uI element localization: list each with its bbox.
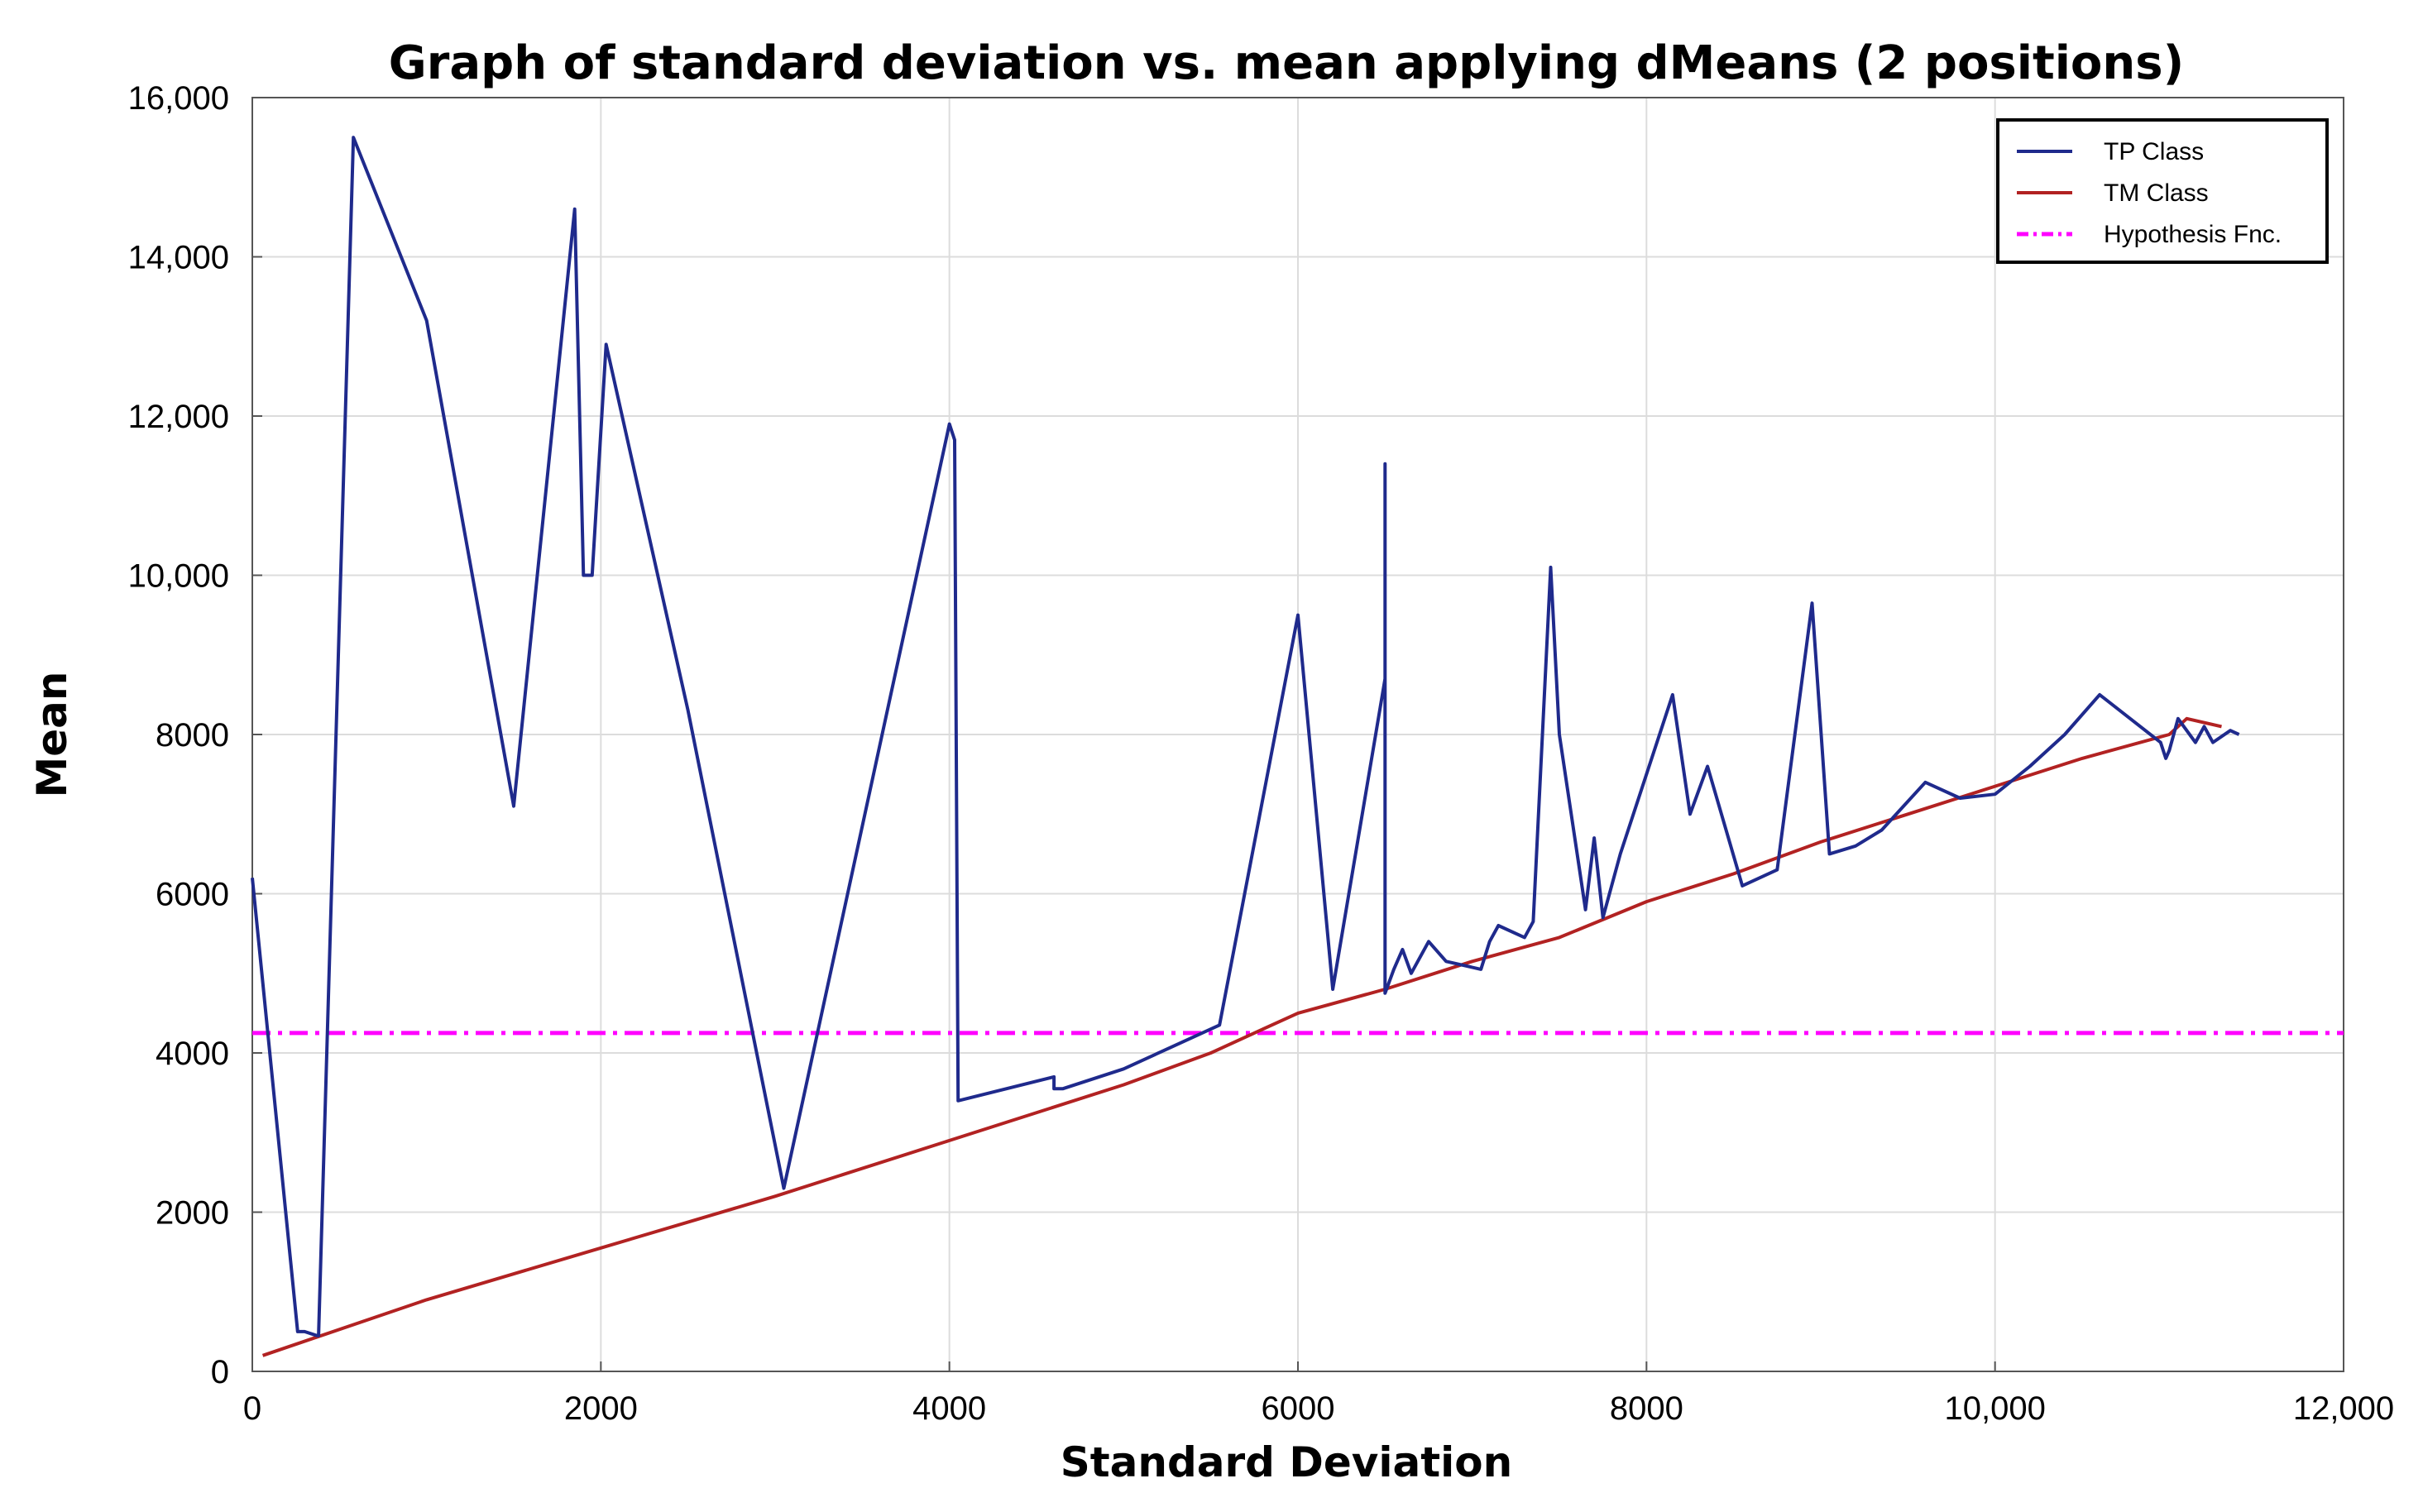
y-tick-label: 8000 [156,717,229,754]
x-tick-label: 2000 [564,1390,638,1427]
y-tick-label: 16,000 [128,80,229,117]
legend-label: TP Class [2104,138,2204,165]
y-tick-label: 12,000 [128,399,229,435]
x-tick-label: 10,000 [1944,1390,2045,1427]
legend-label: Hypothesis Fnc. [2104,221,2282,248]
legend-label: TM Class [2104,179,2209,207]
y-tick-label: 14,000 [128,240,229,276]
legend: TP Class TM Class Hypothesis Fnc. [1996,118,2329,264]
x-tick-label: 12,000 [2293,1390,2394,1427]
y-axis-label: Mean [28,671,76,797]
series-layer [251,136,2344,1357]
y-axis-ticks: 0 2000 4000 6000 8000 10,000 12,000 14,000 16,00… [128,80,262,1390]
x-tick-label: 6000 [1262,1390,1335,1427]
y-tick-label: 10,000 [128,558,229,595]
y-tick-label: 4000 [156,1036,229,1072]
x-tick-label: 0 [243,1390,261,1427]
y-tick-label: 2000 [156,1195,229,1232]
y-tick-label: 6000 [156,877,229,913]
series-line-tp-class [251,136,2240,1337]
x-tick-label: 4000 [912,1390,986,1427]
x-axis-label: Standard Deviation [1061,1438,1513,1486]
x-axis-ticks: 0 2000 4000 6000 8000 10,000 12,000 [243,1361,2394,1427]
series-line-tm-class [261,716,2222,1357]
chart-title: Graph of standard deviation vs. mean app… [389,36,2184,90]
x-tick-label: 8000 [1610,1390,1683,1427]
y-tick-label: 0 [211,1354,229,1390]
